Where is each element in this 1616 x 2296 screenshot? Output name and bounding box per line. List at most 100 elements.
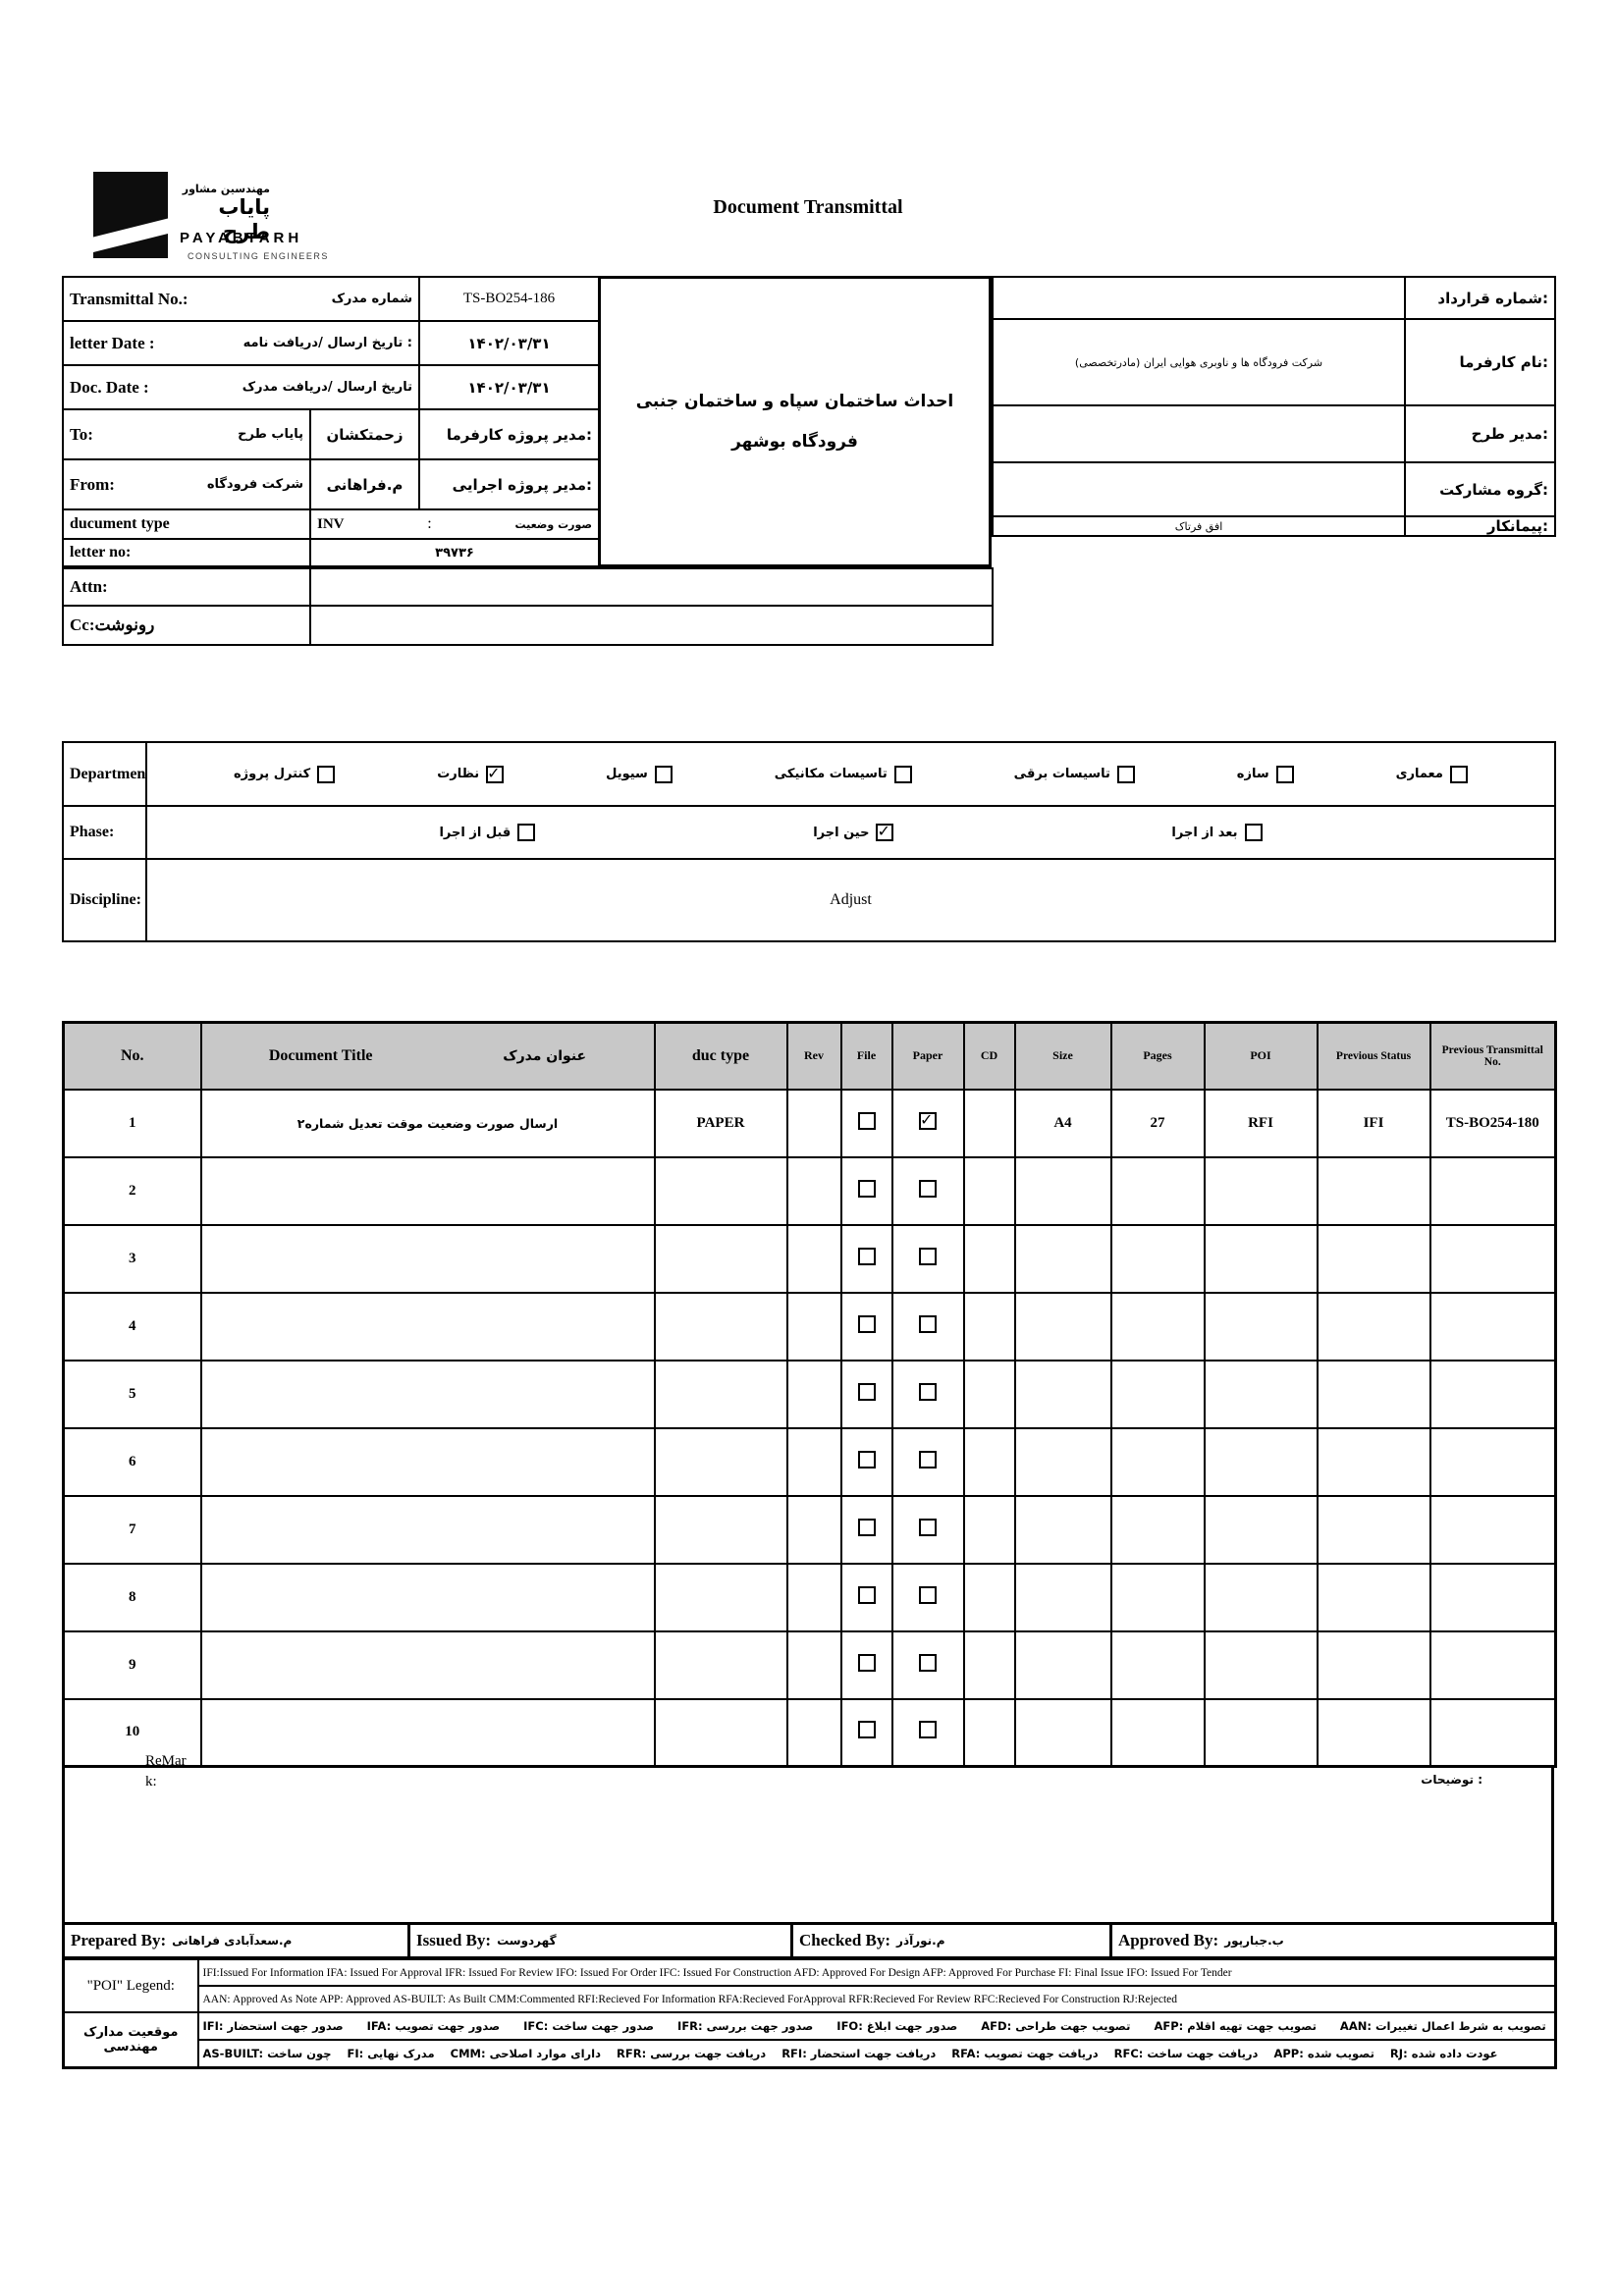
phase-checkbox[interactable] bbox=[876, 822, 894, 841]
department-checkbox[interactable] bbox=[317, 765, 336, 783]
cell-rev bbox=[785, 1088, 842, 1158]
contract-info-label: شماره قرارداد: bbox=[1404, 276, 1556, 320]
department-checkbox[interactable] bbox=[654, 765, 673, 783]
logo-company-subtitle: CONSULTING ENGINEERS bbox=[188, 251, 329, 261]
signature-label: Prepared By: bbox=[71, 1931, 167, 1949]
cell-paper bbox=[890, 1697, 965, 1768]
from-person: م.فراهانی bbox=[308, 458, 421, 510]
signature-label: Checked By: bbox=[799, 1931, 891, 1949]
cell-size bbox=[1013, 1697, 1112, 1768]
cell-pages bbox=[1109, 1359, 1206, 1429]
cell-poi bbox=[1203, 1426, 1319, 1497]
paper-checkbox[interactable] bbox=[919, 1721, 937, 1739]
cell-file bbox=[839, 1155, 893, 1226]
signature-table: Prepared By: م.سعدآبادی فراهانی Issued B… bbox=[62, 1922, 1557, 1959]
file-checkbox[interactable] bbox=[857, 1585, 876, 1604]
cell-file bbox=[839, 1359, 893, 1429]
paper-checkbox[interactable] bbox=[919, 1247, 937, 1265]
cell-poi: RFI bbox=[1203, 1088, 1319, 1158]
department-checkbox[interactable] bbox=[486, 764, 505, 783]
phase-option-label: قبل از اجرا bbox=[439, 825, 512, 840]
cell-duc-type bbox=[653, 1359, 788, 1429]
paper-checkbox[interactable] bbox=[919, 1518, 937, 1536]
cc-row: Cc:رونوشت bbox=[62, 605, 994, 646]
cell-pages bbox=[1109, 1155, 1206, 1226]
phase-row: Phase: بعد از اجرا حین اجرا قبل از ا bbox=[62, 805, 1556, 860]
logo-square-icon bbox=[93, 172, 168, 258]
cell-previous-status bbox=[1316, 1359, 1431, 1429]
col-poi: POI bbox=[1203, 1021, 1319, 1091]
cell-document-title bbox=[199, 1426, 656, 1497]
cell-previous-transmittal bbox=[1428, 1155, 1557, 1226]
department-checkbox[interactable] bbox=[1275, 765, 1294, 783]
doc-date-row: Doc. Date : تاریخ ارسال /دریافت مدرک ۱۴۰… bbox=[61, 364, 601, 410]
page-title: Document Transmittal bbox=[713, 196, 903, 218]
cell-cd bbox=[962, 1562, 1016, 1632]
file-checkbox[interactable] bbox=[857, 1179, 876, 1198]
paper-checkbox[interactable] bbox=[919, 1110, 937, 1130]
cell-no: 7 bbox=[62, 1494, 202, 1565]
department-label: Department: bbox=[62, 741, 147, 807]
cell-poi bbox=[1203, 1155, 1319, 1226]
file-checkbox[interactable] bbox=[857, 1518, 876, 1536]
contract-info-row: افق فرتاک پیمانکار: bbox=[992, 515, 1556, 537]
cell-cd bbox=[962, 1629, 1016, 1700]
letter-no-label: letter no: bbox=[62, 538, 311, 567]
department-option-label: نظارت bbox=[437, 767, 480, 781]
discipline-label: Discipline: bbox=[62, 858, 147, 942]
legend-table: "POI" Legend: IFI:Issued For Information… bbox=[62, 1957, 1557, 2069]
department-checkbox[interactable] bbox=[1116, 765, 1135, 783]
cc-label: Cc:رونوشت bbox=[62, 605, 311, 646]
file-checkbox[interactable] bbox=[857, 1314, 876, 1333]
department-option: سیویل bbox=[606, 765, 673, 783]
cell-poi bbox=[1203, 1223, 1319, 1294]
department-option-label: معماری bbox=[1395, 767, 1443, 781]
transmittal-no-value: TS-BO254-186 bbox=[418, 276, 601, 322]
cell-previous-status bbox=[1316, 1562, 1431, 1632]
file-checkbox[interactable] bbox=[857, 1653, 876, 1672]
to-label: To: bbox=[70, 424, 93, 444]
department-option-label: تاسیسات مکانیکی bbox=[774, 767, 888, 781]
document-type-label: ducument type bbox=[62, 508, 311, 540]
department-checkbox[interactable] bbox=[1449, 765, 1468, 783]
cell-paper bbox=[890, 1426, 965, 1497]
file-checkbox[interactable] bbox=[857, 1111, 876, 1130]
col-no: No. bbox=[62, 1021, 202, 1091]
contract-info-label: نام کارفرما: bbox=[1404, 318, 1556, 406]
logo-fa-large: پایاب طرح bbox=[218, 195, 270, 244]
cell-paper bbox=[890, 1223, 965, 1294]
cell-size bbox=[1013, 1223, 1112, 1294]
contract-info-row: گروه مشارکت: bbox=[992, 461, 1556, 517]
paper-checkbox[interactable] bbox=[919, 1382, 937, 1401]
cell-file bbox=[839, 1562, 893, 1632]
signature-label: Issued By: bbox=[416, 1931, 492, 1949]
department-checkbox[interactable] bbox=[893, 765, 912, 783]
letter-date-label: letter Date : bbox=[70, 333, 155, 352]
document-row: 5 bbox=[62, 1359, 1557, 1429]
cell-size bbox=[1013, 1291, 1112, 1362]
cell-no: 9 bbox=[62, 1629, 202, 1700]
cell-size bbox=[1013, 1629, 1112, 1700]
cell-pages bbox=[1109, 1426, 1206, 1497]
paper-checkbox[interactable] bbox=[919, 1585, 937, 1604]
paper-checkbox[interactable] bbox=[919, 1314, 937, 1333]
phase-checkbox[interactable] bbox=[517, 824, 536, 841]
signature-name: م.نورآذر bbox=[896, 1934, 945, 1948]
file-checkbox[interactable] bbox=[857, 1450, 876, 1468]
file-checkbox[interactable] bbox=[857, 1382, 876, 1401]
file-checkbox[interactable] bbox=[857, 1247, 876, 1265]
phase-label: Phase: bbox=[62, 805, 147, 860]
cell-pages bbox=[1109, 1629, 1206, 1700]
cell-previous-status bbox=[1316, 1629, 1431, 1700]
paper-checkbox[interactable] bbox=[919, 1450, 937, 1468]
contract-info-value: شرکت فرودگاه ها و ناوبری هوایی ایران (ما… bbox=[992, 318, 1406, 406]
file-checkbox[interactable] bbox=[857, 1721, 876, 1739]
cell-document-title bbox=[199, 1291, 656, 1362]
document-row: 7 bbox=[62, 1494, 1557, 1565]
phase-checkbox[interactable] bbox=[1244, 824, 1263, 841]
paper-checkbox[interactable] bbox=[919, 1179, 937, 1198]
attn-row: Attn: bbox=[62, 567, 994, 607]
cell-duc-type bbox=[653, 1426, 788, 1497]
paper-checkbox[interactable] bbox=[919, 1653, 937, 1672]
project-title-line1: احداث ساختمان سپاه و ساختمان جنبی bbox=[635, 391, 954, 411]
